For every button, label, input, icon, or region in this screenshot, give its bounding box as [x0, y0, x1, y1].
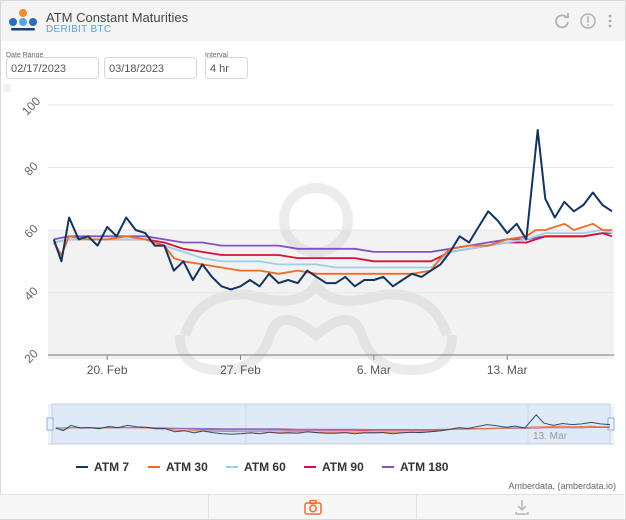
refresh-icon[interactable]: [553, 12, 571, 30]
widget-subtitle: DERIBIT BTC: [46, 24, 112, 35]
legend-swatch: [382, 466, 394, 468]
more-vertical-icon[interactable]: [605, 12, 615, 30]
navigator-tick-label: 13. Mar: [533, 431, 568, 442]
interval-select[interactable]: 4 hr: [205, 57, 248, 79]
series-line-atm7[interactable]: [52, 129, 613, 291]
interval-label: Interval: [205, 52, 228, 59]
x-tick-label: 20. Feb: [87, 363, 128, 377]
y-tick-label: 80: [21, 159, 41, 179]
date-range-label: Date Range: [6, 52, 44, 59]
footer-divider: [416, 495, 417, 519]
legend-item-atm90[interactable]: ATM 90: [304, 460, 364, 474]
collapse-toggle[interactable]: [3, 84, 11, 92]
y-tick-label: 100: [19, 94, 43, 118]
chart-credit[interactable]: Amberdata, (amberdata.io): [508, 481, 616, 491]
navigator-line-atm30: [55, 425, 610, 433]
legend-label: ATM 30: [166, 460, 208, 474]
legend-swatch: [76, 466, 88, 468]
series-line-atm30[interactable]: [53, 222, 612, 275]
start-date-input[interactable]: 02/17/2023: [6, 57, 99, 79]
series-lines: [52, 129, 613, 291]
legend-label: ATM 60: [244, 460, 286, 474]
legend-label: ATM 90: [322, 460, 364, 474]
x-tick-label: 27. Feb: [220, 363, 261, 377]
legend-swatch: [226, 466, 238, 468]
widget-footer: [0, 494, 624, 519]
x-tick-label: 6. Mar: [357, 363, 391, 377]
navigator-line-atm7: [55, 414, 611, 435]
camera-icon[interactable]: [302, 495, 324, 519]
y-axis: 20 40 60 80 100: [19, 94, 614, 366]
end-date-input[interactable]: 03/18/2023: [104, 57, 197, 79]
legend-item-atm30[interactable]: ATM 30: [148, 460, 208, 474]
download-icon[interactable]: [512, 495, 532, 519]
widget-title: ATM Constant Maturities: [46, 10, 189, 25]
navigator-right-handle[interactable]: [607, 417, 615, 431]
x-tick-label: 13. Mar: [487, 363, 528, 377]
main-chart: 20 40 60 80 100 20. Feb 27. Feb 6. Mar 13. Mar: [19, 94, 614, 377]
legend-label: ATM 180: [400, 460, 449, 474]
y-tick-label: 60: [21, 221, 41, 241]
controls-bar: Date Range 02/17/2023 03/18/2023 Interva…: [1, 41, 625, 92]
widget-header: ATM Constant Maturities DERIBIT BTC: [1, 1, 625, 41]
y-tick-label: 20: [21, 346, 41, 366]
amberdata-logo-icon: [9, 9, 37, 31]
info-icon[interactable]: [579, 12, 597, 30]
legend-swatch: [148, 466, 160, 468]
legend-item-atm60[interactable]: ATM 60: [226, 460, 286, 474]
navigator-range-mask: [51, 403, 611, 445]
legend-item-atm180[interactable]: ATM 180: [382, 460, 448, 474]
plot-band: [48, 230, 614, 359]
x-axis: 20. Feb 27. Feb 6. Mar 13. Mar: [87, 355, 528, 377]
navigator[interactable]: 13. Mar: [0, 400, 626, 450]
legend-item-atm7[interactable]: ATM 7: [76, 460, 129, 474]
y-tick-label: 40: [21, 284, 41, 304]
legend-swatch: [304, 466, 316, 468]
amberdata-watermark-icon: [175, 183, 457, 376]
footer-divider: [208, 495, 209, 519]
legend-label: ATM 7: [94, 460, 130, 474]
navigator-series: [55, 414, 611, 435]
navigator-left-handle[interactable]: [46, 417, 54, 431]
